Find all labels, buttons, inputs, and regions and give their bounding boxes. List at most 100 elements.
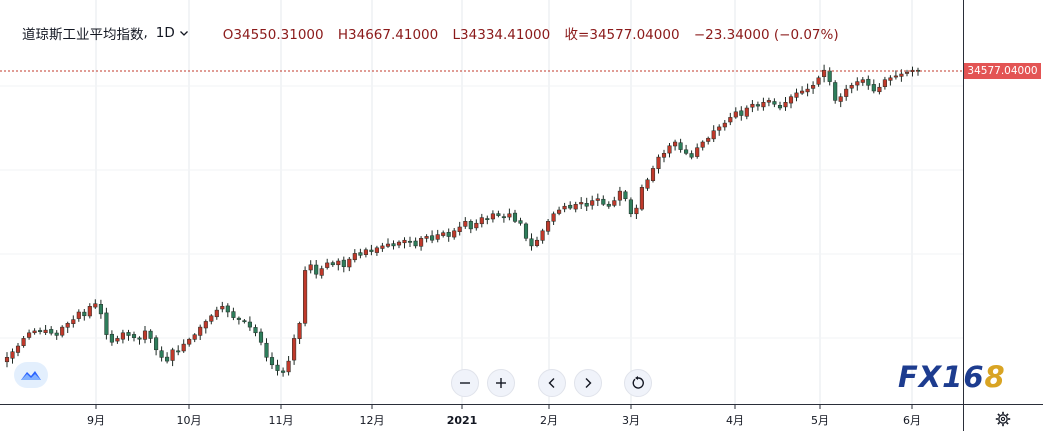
candle [347, 257, 352, 272]
candle-body [568, 204, 573, 209]
candle-body [402, 239, 407, 244]
candle [176, 345, 181, 356]
candle-body [750, 103, 755, 108]
candle-body [645, 179, 650, 189]
candle [761, 97, 766, 111]
zoom-out-button[interactable] [451, 369, 479, 397]
candle [479, 213, 484, 228]
candle-body [722, 122, 727, 128]
candle-body [673, 141, 678, 147]
candle [523, 222, 529, 242]
candle [115, 335, 120, 344]
candle-body [463, 221, 468, 227]
candle [385, 238, 391, 248]
candle [236, 316, 241, 325]
legend-close: 收=34577.04000 [564, 27, 680, 43]
candle-body [573, 204, 578, 210]
candle-body [236, 317, 241, 320]
candle [181, 339, 186, 353]
candle [888, 75, 893, 86]
candle [43, 325, 48, 335]
candle [490, 210, 495, 223]
candle-body [507, 213, 512, 218]
candle-body [639, 187, 644, 210]
candle [292, 334, 297, 365]
candle [866, 75, 871, 90]
candle-body [606, 203, 611, 207]
candle [904, 69, 910, 77]
candle [617, 186, 622, 206]
candle-body [209, 315, 214, 322]
candle [844, 84, 849, 101]
chevron-down-icon[interactable] [179, 28, 189, 38]
candle [82, 309, 87, 321]
candle [148, 329, 153, 343]
candle [910, 66, 915, 77]
scroll-right-button[interactable] [574, 369, 602, 397]
candle-body [562, 205, 567, 210]
candle-body [595, 198, 600, 201]
candle-body [777, 105, 783, 109]
candle [220, 301, 225, 313]
candle-body [833, 82, 838, 101]
candle-body [496, 213, 501, 216]
candle [849, 82, 854, 94]
candle [286, 356, 291, 376]
candle [38, 327, 43, 335]
chart-legend: 道琼斯工业平均指数 , 1D O34550.31000 H34667.41000… [22, 22, 849, 44]
legend-ohlc: O34550.31000 H34667.41000 L34334.41000 收… [223, 23, 849, 43]
candle-body [275, 364, 280, 371]
candle [529, 233, 534, 251]
candle-body [319, 268, 324, 276]
candle [485, 215, 490, 225]
candle-body [374, 247, 379, 253]
candle-body [380, 245, 385, 249]
tradingview-logo-icon[interactable] [14, 362, 48, 388]
legend-timeframe[interactable]: 1D [155, 25, 175, 41]
candle [441, 230, 446, 238]
candle [501, 213, 506, 223]
candle-body [904, 71, 910, 74]
candle-body [711, 130, 716, 140]
candle [281, 367, 286, 377]
candle-body [590, 200, 595, 206]
candle-body [755, 104, 760, 107]
scroll-left-button[interactable] [538, 369, 566, 397]
candle [159, 346, 164, 362]
candle [728, 112, 733, 126]
candle [446, 228, 451, 242]
candle-body [877, 86, 882, 93]
candle [32, 328, 37, 335]
legend-symbol[interactable]: 道琼斯工业平均指数 [22, 27, 144, 43]
candle [424, 234, 429, 243]
candle [214, 306, 219, 320]
candle [534, 236, 540, 248]
candle [275, 359, 280, 376]
candle [766, 97, 771, 107]
candle [380, 242, 385, 252]
candle-body [214, 309, 219, 318]
candle [4, 352, 10, 368]
candle [170, 347, 175, 367]
candle [811, 81, 816, 94]
candle [706, 136, 711, 145]
candle [396, 240, 402, 249]
candle-body [816, 77, 821, 85]
candle [562, 202, 567, 213]
candle [579, 197, 584, 209]
candle [822, 64, 827, 83]
candle [512, 209, 518, 223]
candle-body [435, 234, 440, 240]
time-axis[interactable]: 9月 10月 11月 12月 2021 2月 3月 4月 5月 6月 [87, 405, 921, 427]
candle-body [341, 259, 346, 267]
candle-body [93, 303, 98, 308]
zoom-in-button[interactable] [487, 369, 515, 397]
candle [452, 228, 457, 240]
candle [264, 338, 269, 362]
candle-body [441, 232, 446, 236]
settings-gear-icon[interactable] [995, 411, 1011, 427]
reset-button[interactable] [624, 369, 652, 397]
candle [407, 236, 413, 247]
candle-body [822, 69, 827, 77]
